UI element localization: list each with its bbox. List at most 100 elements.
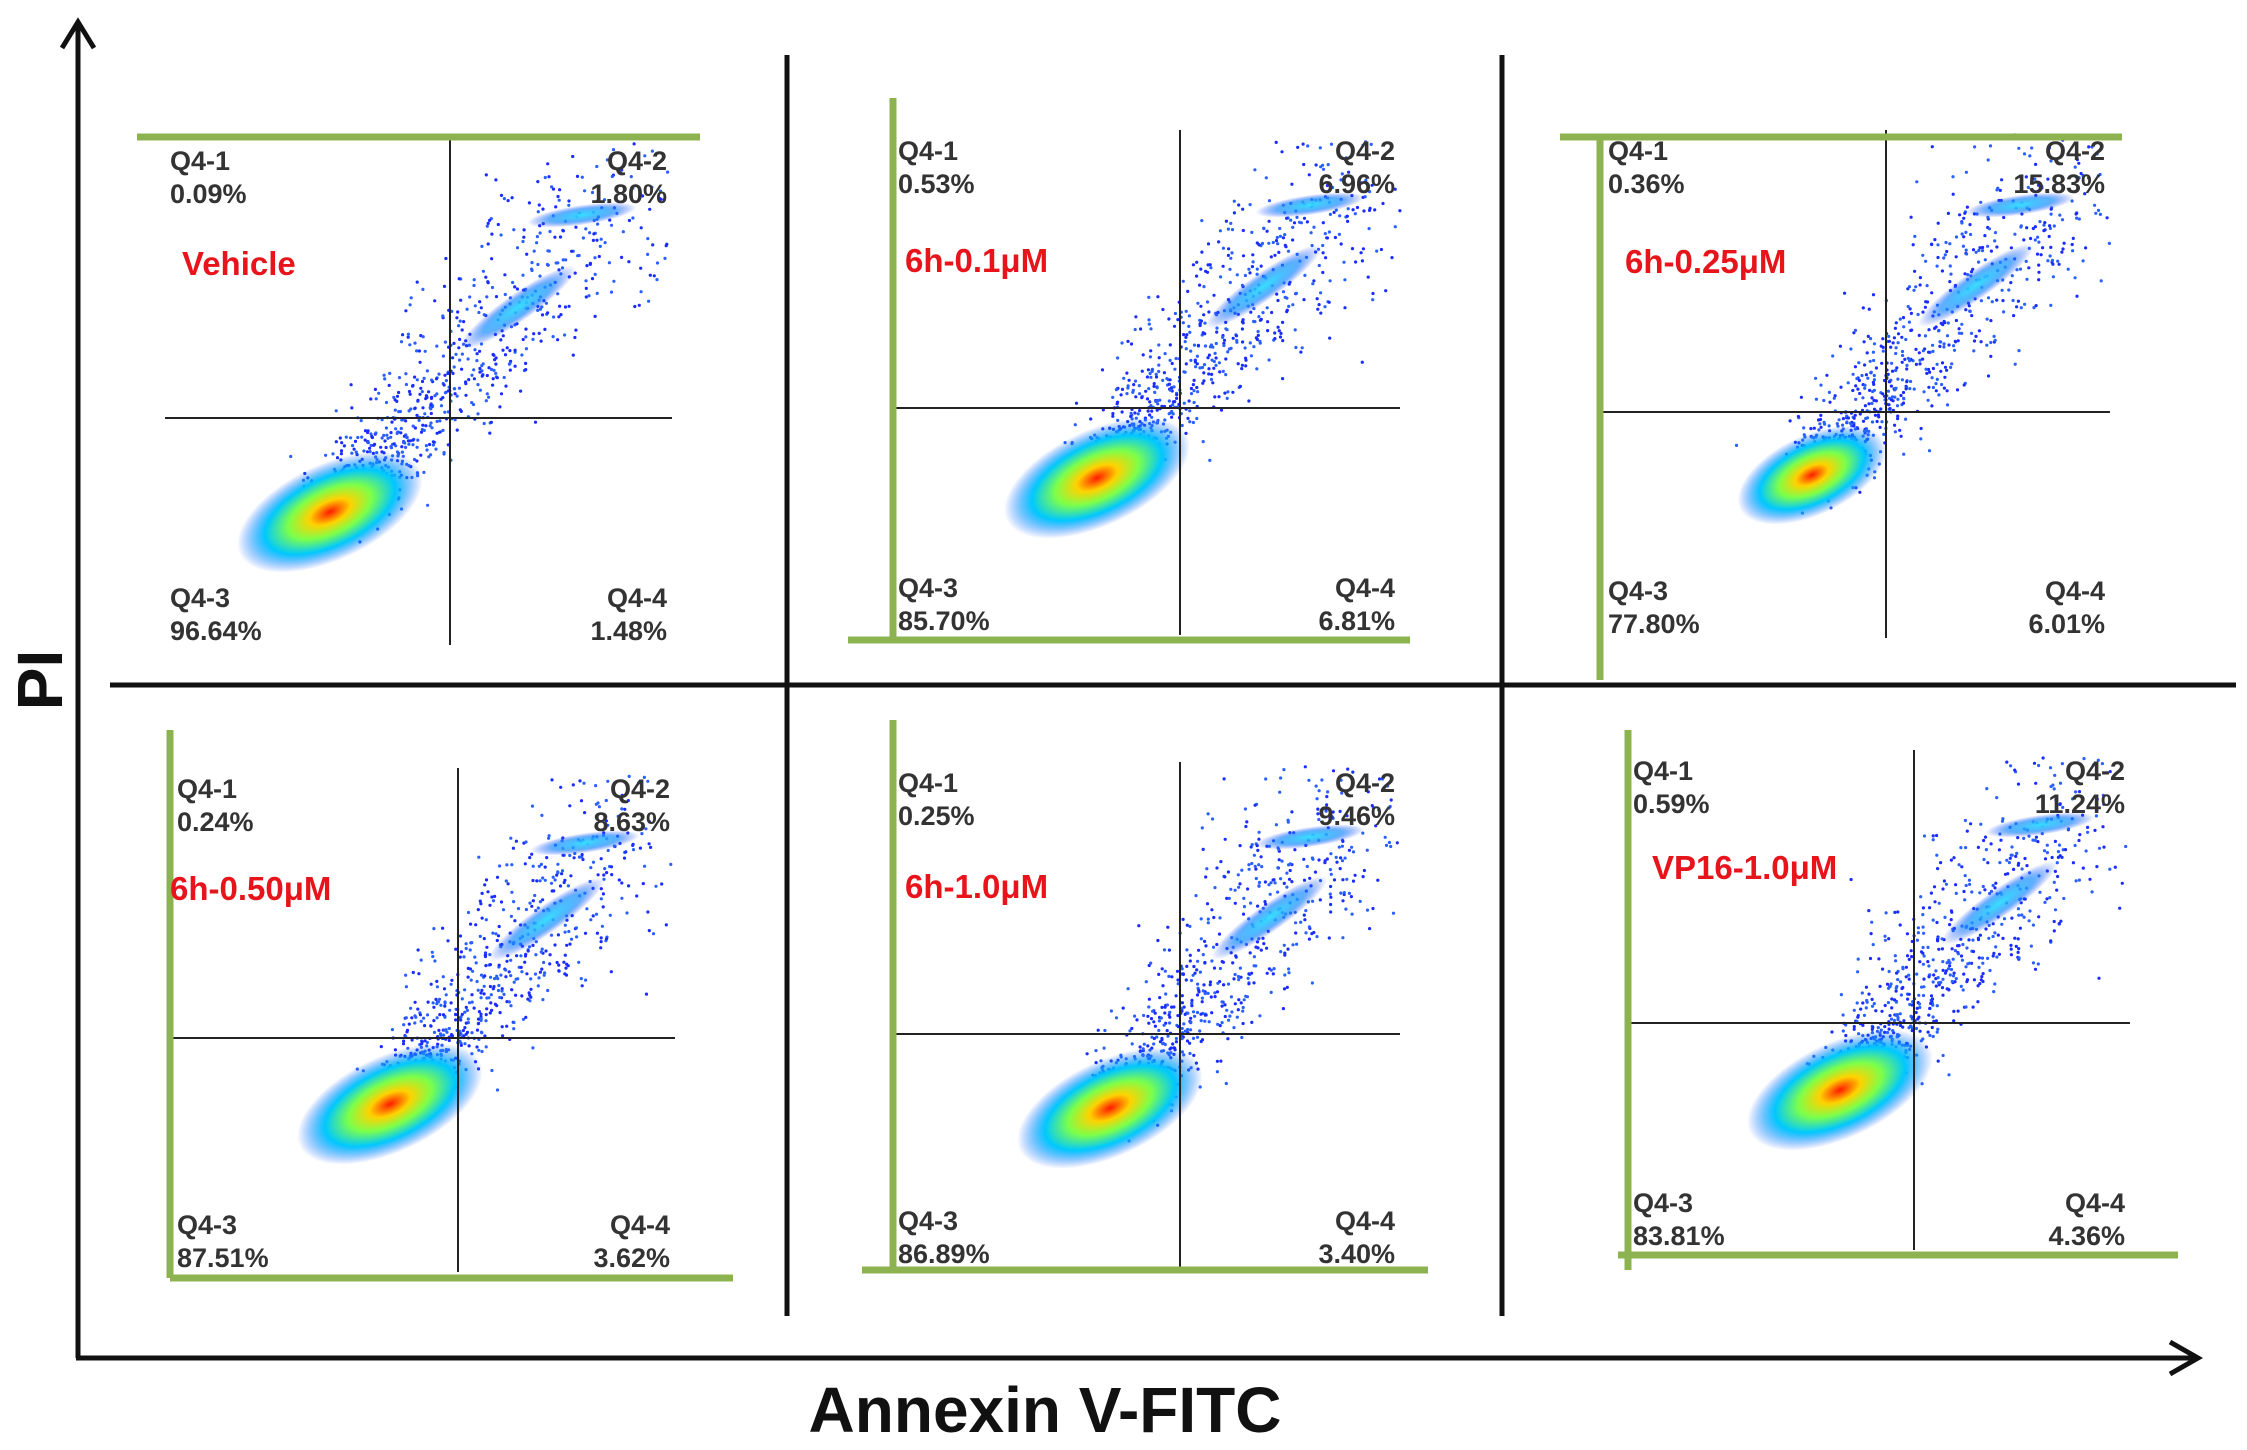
event-dot [635, 894, 639, 898]
event-dot [1962, 235, 1966, 239]
event-dot [1901, 401, 1906, 405]
event-dot [1292, 221, 1297, 225]
event-dot [2081, 173, 2085, 178]
event-dot [426, 503, 430, 507]
event-dot [1199, 917, 1203, 921]
event-dot [1302, 857, 1306, 861]
event-dot [1132, 383, 1136, 387]
event-dot [402, 1023, 406, 1027]
plot-area [1603, 130, 2110, 638]
event-dot [1839, 385, 1843, 389]
event-dot [2073, 276, 2077, 280]
event-dot [1894, 321, 1898, 325]
event-dot [1323, 861, 1327, 865]
event-dot [369, 397, 373, 401]
event-dot [540, 313, 545, 317]
event-dot [567, 199, 571, 203]
event-dot [520, 994, 524, 998]
event-dot [1230, 1010, 1234, 1014]
event-dot [1315, 797, 1319, 801]
event-dot [432, 1019, 436, 1023]
event-dot [419, 430, 424, 434]
event-dot [1256, 904, 1260, 908]
event-dot [462, 320, 466, 324]
event-dot [472, 368, 476, 372]
event-dot [1290, 810, 1294, 814]
event-dot [486, 221, 490, 225]
event-dot [1951, 192, 1955, 196]
event-dot [1147, 322, 1151, 326]
event-dot [1943, 915, 1947, 920]
event-dot [1135, 1018, 1139, 1022]
event-dot [1362, 209, 1366, 213]
event-dot [1155, 386, 1159, 390]
event-dot [1883, 938, 1887, 942]
event-dot [1926, 945, 1930, 950]
event-dot [1188, 959, 1192, 963]
event-dot [413, 406, 417, 410]
event-dot [2051, 262, 2055, 266]
event-dot [434, 997, 438, 1002]
event-dot [1181, 972, 1185, 977]
event-dot [529, 977, 533, 981]
event-dot [1219, 275, 1223, 279]
event-dot [646, 237, 650, 241]
event-dot [1264, 176, 1268, 180]
event-dot [1238, 882, 1242, 886]
event-dot [458, 955, 462, 959]
event-dot [1964, 230, 1968, 234]
event-dot [1162, 371, 1166, 375]
event-dot [1228, 267, 1232, 271]
event-dot [1823, 422, 1827, 426]
event-dot [524, 840, 528, 844]
event-dot [1157, 369, 1161, 374]
event-dot [1160, 1005, 1164, 1010]
event-dot [1252, 345, 1256, 349]
event-dot [581, 236, 586, 240]
event-dot [1998, 861, 2002, 865]
event-dot [1990, 300, 1994, 304]
event-dot [1914, 285, 1918, 289]
event-dot [1215, 866, 1219, 870]
event-dot [1802, 426, 1806, 430]
event-dot [515, 954, 519, 958]
event-dot [1970, 314, 1974, 318]
event-dot [473, 348, 477, 352]
event-dot [599, 946, 603, 950]
event-dot [496, 222, 500, 227]
event-dot [1346, 207, 1350, 211]
event-dot [465, 1030, 470, 1034]
event-dot [1891, 341, 1895, 345]
event-dot [1986, 158, 1990, 162]
event-dot [579, 977, 583, 981]
event-dot [624, 850, 628, 854]
event-dot [1314, 163, 1318, 167]
event-dot [1214, 341, 1218, 346]
event-dot [1899, 993, 1903, 997]
event-dot [1218, 229, 1222, 233]
event-dot [1365, 908, 1370, 912]
event-dot [501, 1034, 505, 1038]
event-dot [1288, 868, 1292, 873]
event-dot [1329, 852, 1333, 856]
event-dot [1210, 908, 1214, 912]
event-dot [1172, 324, 1177, 328]
event-dot [1237, 998, 1241, 1002]
event-dot [1203, 960, 1207, 965]
event-dot [349, 383, 353, 387]
event-dot [1233, 972, 1237, 977]
event-dot [400, 450, 404, 454]
event-dot [1152, 1020, 1156, 1024]
event-dot [438, 419, 442, 423]
event-dot [443, 391, 447, 395]
event-dot [1149, 961, 1153, 965]
event-dot [2055, 888, 2059, 892]
event-dot [2056, 874, 2060, 879]
event-dot [2026, 185, 2030, 189]
quadrant-percent: 96.64% [170, 616, 262, 646]
event-dot [1965, 946, 1969, 950]
event-dot [399, 426, 403, 431]
event-dot [1186, 1027, 1190, 1032]
event-dot [479, 1017, 483, 1021]
event-dot [1324, 256, 1328, 260]
